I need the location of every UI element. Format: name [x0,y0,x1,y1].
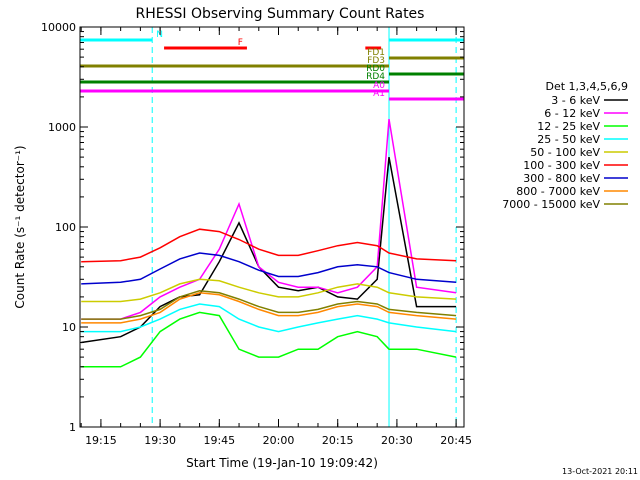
x-tick-label-6: 20:45 [440,434,472,447]
y-tick-label-4: 10000 [41,21,76,34]
legend-label-5: 100 - 300 keV [523,159,600,172]
plot-area [81,27,457,427]
series-line-6 [81,252,457,285]
flag-label-RD4: RD4 [366,72,385,82]
y-tick-label-0: 1 [69,421,76,434]
legend-label-1: 6 - 12 keV [544,107,600,120]
series-line-8 [81,290,457,320]
flag-label-FD1: FD1 [367,48,385,58]
flag-label-A0: A0 [373,81,385,91]
x-tick-label-5: 20:30 [381,434,413,447]
x-tick-label-1: 19:30 [144,434,176,447]
legend-label-7: 800 - 7000 keV [516,185,600,198]
y-axis-label: Count Rate (s⁻¹ detector⁻¹) [13,145,27,308]
series-line-4 [81,278,457,303]
legend-label-6: 300 - 800 keV [523,172,600,185]
x-tick-label-4: 20:15 [322,434,354,447]
series-line-1 [81,118,457,320]
x-tick-label-2: 19:45 [203,434,235,447]
series-line-7 [81,292,457,324]
x-axis-label: Start Time (19-Jan-10 19:09:42) [186,456,378,470]
y-tick-label-2: 100 [55,221,76,234]
series-line-3 [81,303,457,333]
y-tick-label-3: 1000 [48,121,76,134]
x-tick-label-3: 20:00 [263,434,295,447]
legend-label-3: 25 - 50 keV [537,133,600,146]
legend-label-0: 3 - 6 keV [551,94,600,107]
timestamp: 13-Oct-2021 20:11 [562,467,638,476]
legend-label-8: 7000 - 15000 keV [502,198,600,211]
flag-label-N: N [156,30,163,40]
legend-title: Det 1,3,4,5,6,9 [545,80,628,93]
series-line-5 [81,228,457,263]
y-tick-label-1: 10 [62,321,76,334]
x-tick-label-0: 19:15 [85,434,117,447]
legend-label-4: 50 - 100 keV [530,146,600,159]
flag-label-A1: A1 [373,89,385,99]
series-line-2 [81,311,457,368]
chart-title: RHESSI Observing Summary Count Rates [136,6,425,22]
flag-label-RD0: RD0 [366,64,385,74]
legend-label-2: 12 - 25 keV [537,120,600,133]
flag-label-FD3: FD3 [367,56,385,66]
axes: 1 10 100 1000 10000 19:15 19:30 19:45 20:00 20:15… [41,21,472,447]
flag-label-F: F [238,38,243,48]
